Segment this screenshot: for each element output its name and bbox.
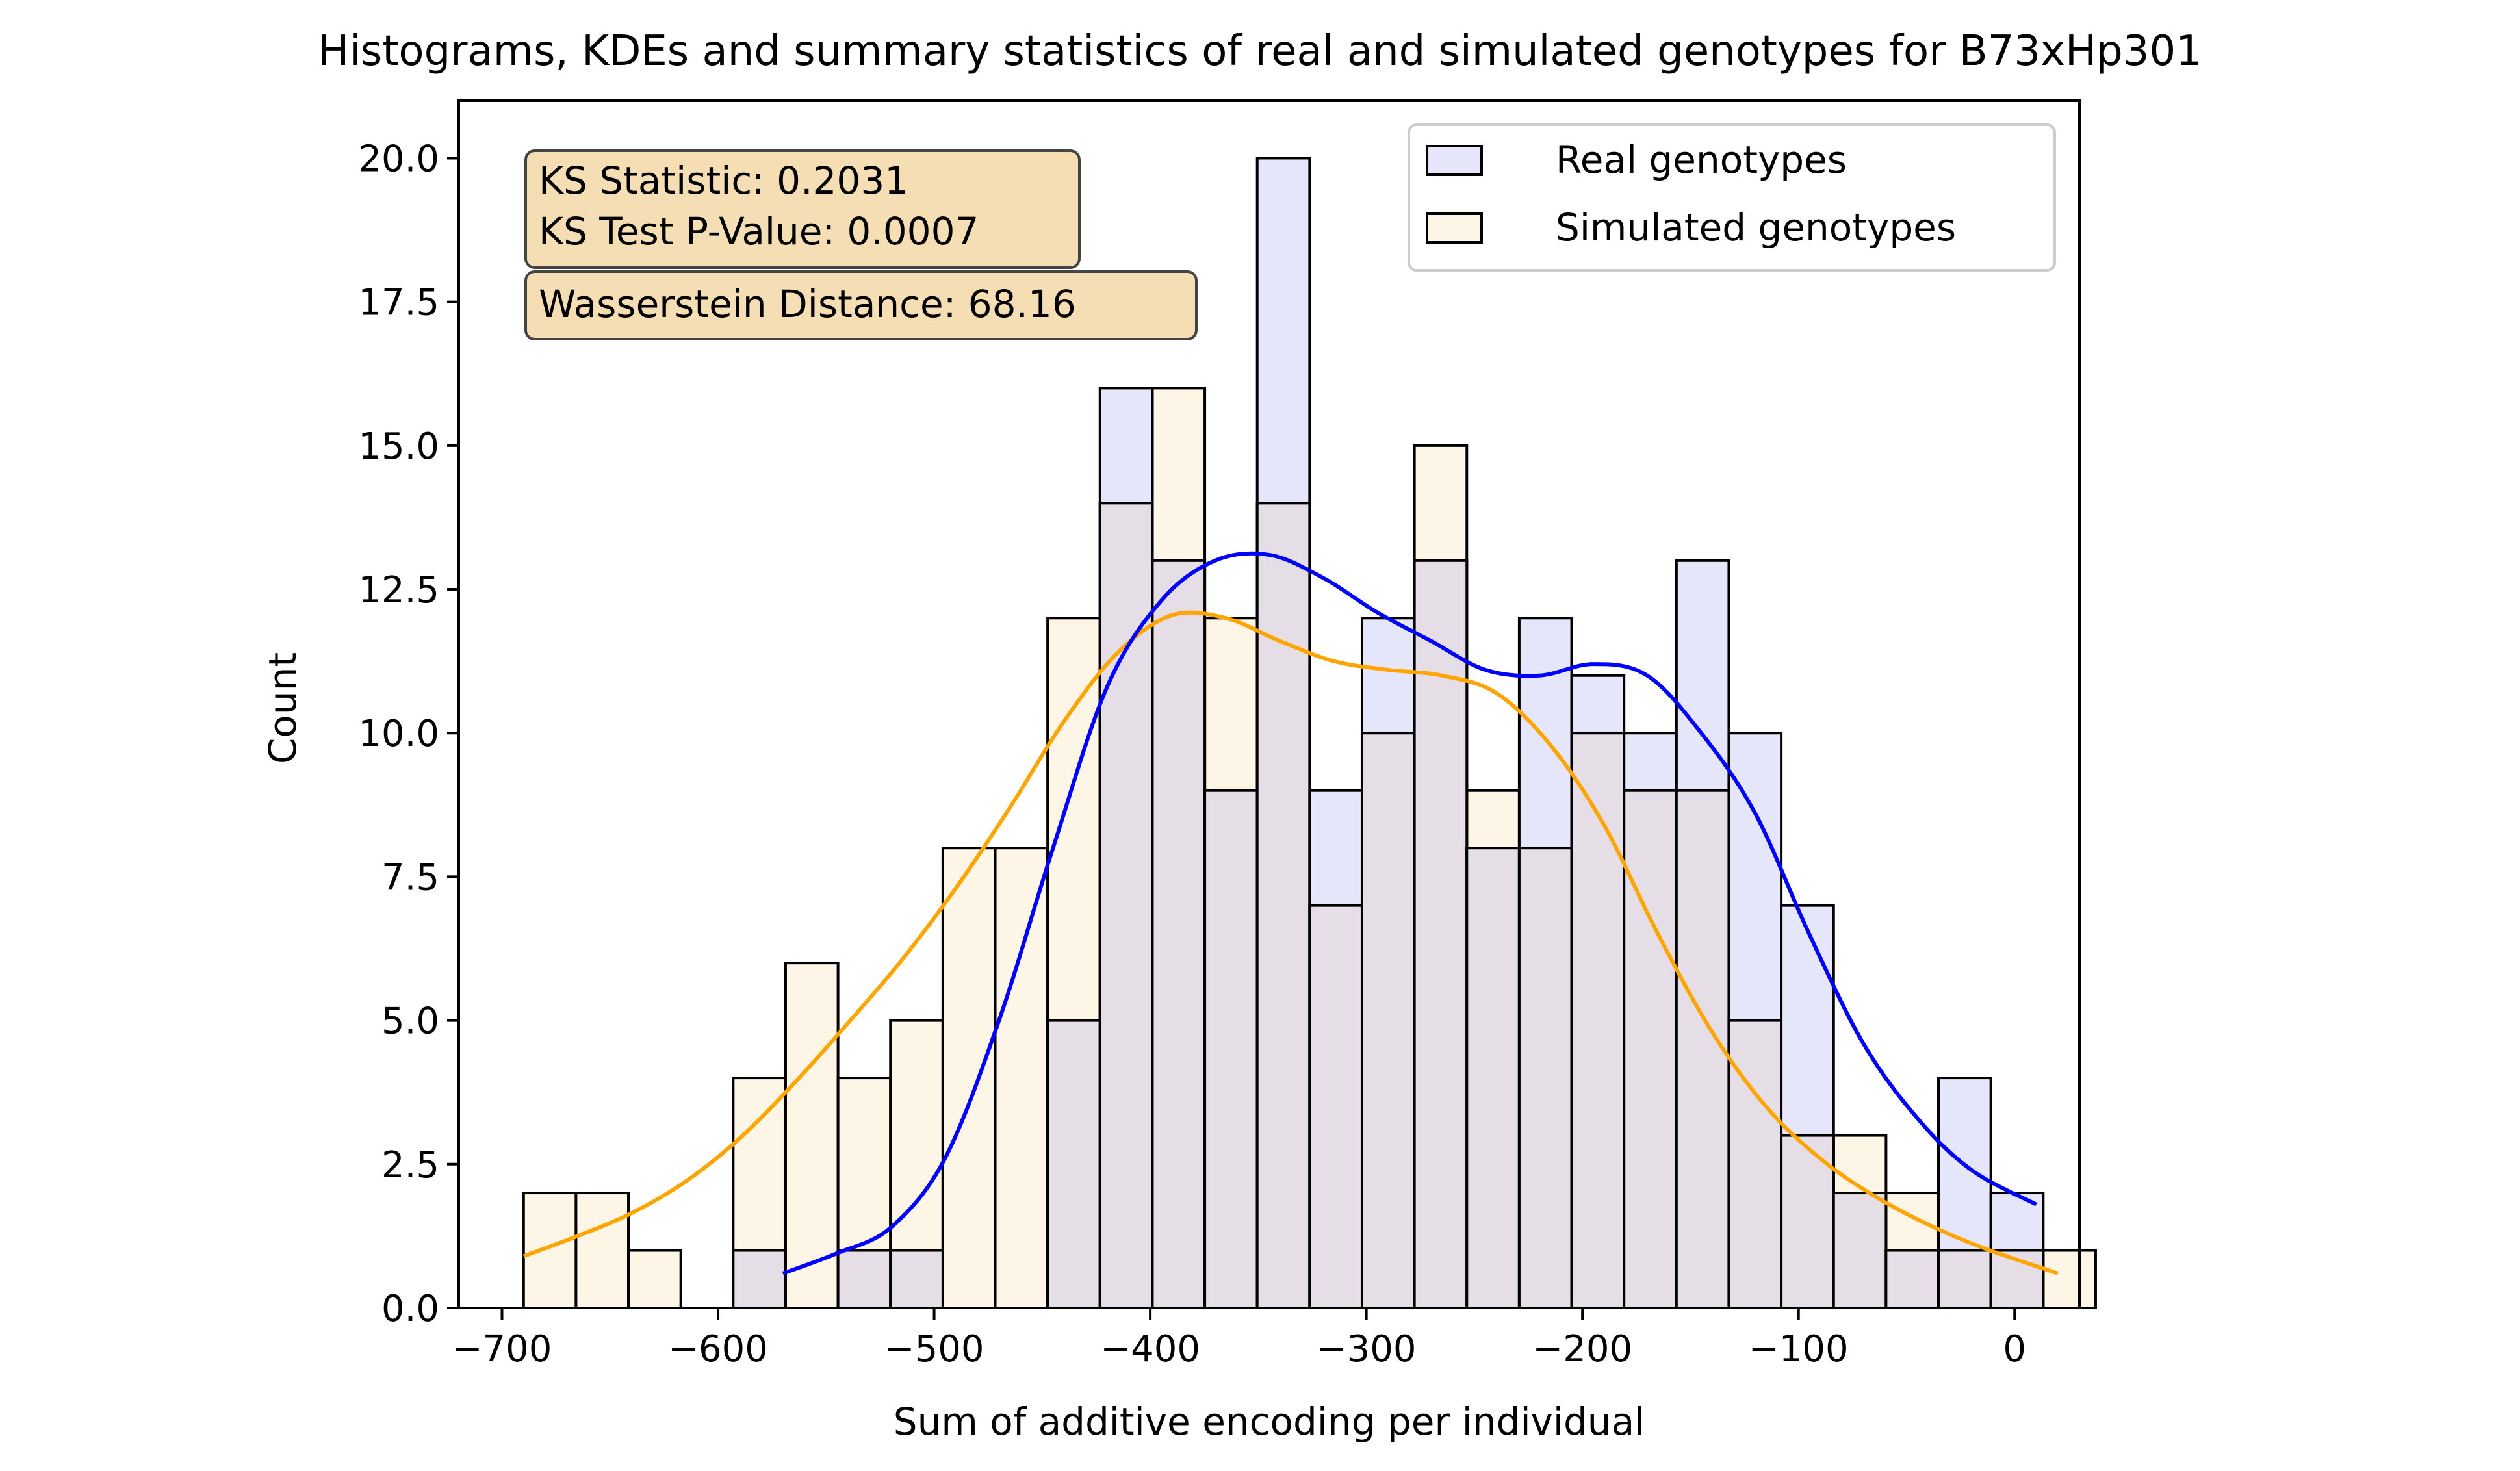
y-tick-label: 15.0 <box>358 426 439 468</box>
legend-swatch-simulated <box>1426 212 1483 244</box>
x-tick-label: 0 <box>2003 1328 2026 1370</box>
bar-overlap <box>1308 904 1363 1309</box>
ks-pvalue-text: KS Test P-Value: 0.0007 <box>539 209 979 253</box>
legend-label-real: Real genotypes <box>1556 138 1847 182</box>
y-tick-label: 10.0 <box>358 713 439 755</box>
x-tick-label: −400 <box>1100 1328 1200 1370</box>
x-axis-label: Sum of additive encoding per individual <box>894 1400 1645 1444</box>
bar-overlap <box>1675 789 1730 1309</box>
y-axis-label: Count <box>261 652 305 764</box>
wasserstein-text: Wasserstein Distance: 68.16 <box>539 282 1076 326</box>
bar-overlap <box>889 1249 944 1309</box>
y-tick-label: 5.0 <box>381 1001 439 1043</box>
x-tick-label: −700 <box>452 1328 552 1370</box>
bar-overlap <box>732 1249 787 1309</box>
legend-swatch-real <box>1426 145 1483 176</box>
y-tick-label: 2.5 <box>381 1144 439 1186</box>
bar-overlap <box>1465 847 1521 1309</box>
y-axis-ticks: 0.0 2.5 5.0 7.5 10.0 12.5 15.0 17.5 20.0 <box>358 138 459 1330</box>
bar-overlap <box>1832 1192 1888 1309</box>
bar-simulated <box>574 1192 630 1309</box>
kde-line-real <box>782 551 2037 1275</box>
x-axis-ticks: −700 −600 −500 −400 −300 −200 −100 0 <box>452 1308 2026 1370</box>
bar-overlap <box>1360 732 1416 1309</box>
ks-statistic-text: KS Statistic: 0.2031 <box>539 159 908 203</box>
bar-overlap <box>1623 789 1678 1309</box>
bar-simulated <box>941 847 997 1309</box>
bar-overlap <box>1151 559 1207 1309</box>
bar-overlap <box>1255 502 1311 1309</box>
y-tick-label: 17.5 <box>358 282 439 324</box>
x-tick-label: −200 <box>1532 1328 1632 1370</box>
bar-overlap <box>1517 847 1573 1309</box>
legend: Real genotypes Simulated genotypes <box>1408 123 2056 272</box>
bar-simulated <box>2042 1249 2097 1309</box>
bar-overlap <box>1570 732 1626 1309</box>
bar-overlap <box>1046 1019 1101 1309</box>
y-tick-label: 7.5 <box>381 856 439 899</box>
stats-box-ks: KS Statistic: 0.2031 KS Test P-Value: 0.… <box>524 149 1081 269</box>
bar-overlap <box>1937 1249 1992 1309</box>
x-tick-label: −100 <box>1749 1328 1849 1370</box>
bar-overlap <box>1884 1249 1940 1309</box>
y-tick-label: 20.0 <box>358 138 439 180</box>
bar-simulated <box>994 847 1049 1309</box>
legend-label-simulated: Simulated genotypes <box>1556 205 1956 249</box>
bar-simulated <box>627 1249 682 1309</box>
y-tick-label: 12.5 <box>358 569 439 611</box>
y-tick-label: 0.0 <box>381 1288 439 1330</box>
bar-simulated <box>522 1192 578 1309</box>
x-tick-label: −500 <box>884 1328 984 1370</box>
bar-overlap <box>1413 559 1469 1309</box>
x-tick-label: −300 <box>1317 1328 1417 1370</box>
kde-lines <box>522 551 2059 1275</box>
bar-overlap <box>1727 1019 1783 1309</box>
bar-overlap <box>836 1249 892 1309</box>
plot-frame <box>457 99 2081 1309</box>
kde-line-simulated <box>522 610 2059 1275</box>
chart-title: Histograms, KDEs and summary statistics … <box>318 27 2202 75</box>
bar-overlap <box>1203 789 1259 1309</box>
x-tick-label: −600 <box>668 1328 768 1370</box>
stats-box-wasserstein: Wasserstein Distance: 68.16 <box>524 270 1198 340</box>
real-bars <box>732 157 2045 1310</box>
